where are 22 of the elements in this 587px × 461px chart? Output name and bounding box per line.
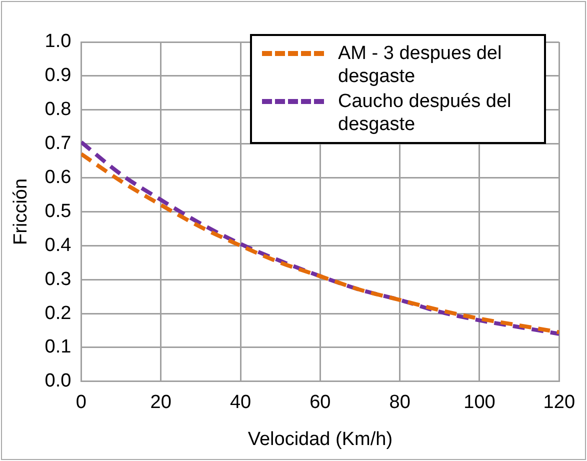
y-tick-label: 0.5: [44, 200, 72, 222]
legend-label: Caucho después del desgaste: [338, 90, 512, 136]
x-tick-label: 100: [464, 392, 496, 414]
x-tick-label: 80: [389, 392, 410, 414]
y-tick-label: 0.9: [44, 65, 72, 86]
y-tick-label: 0.3: [44, 268, 72, 290]
y-tick-label: 0.8: [44, 99, 72, 120]
y-axis-title: Fricción: [10, 178, 32, 245]
legend-label: AM - 3 despues del desgaste: [338, 42, 503, 88]
y-tick-label: 1.0: [44, 31, 72, 52]
y-tick-label: 0.7: [44, 133, 72, 154]
x-tick-label: 120: [543, 392, 575, 414]
y-tick-label: 0.2: [44, 302, 72, 324]
x-tick-label: 40: [230, 392, 252, 414]
y-tick-label: 0.6: [44, 166, 72, 188]
x-axis-title: Velocidad (Km/h): [248, 428, 393, 450]
x-tick-label: 0: [76, 392, 86, 414]
x-tick-label: 20: [150, 392, 172, 414]
y-tick-label: 0.4: [44, 234, 72, 256]
y-tick-label: 0.1: [44, 336, 72, 358]
x-tick-label: 60: [310, 392, 331, 414]
y-tick-label: 0.0: [44, 370, 72, 392]
